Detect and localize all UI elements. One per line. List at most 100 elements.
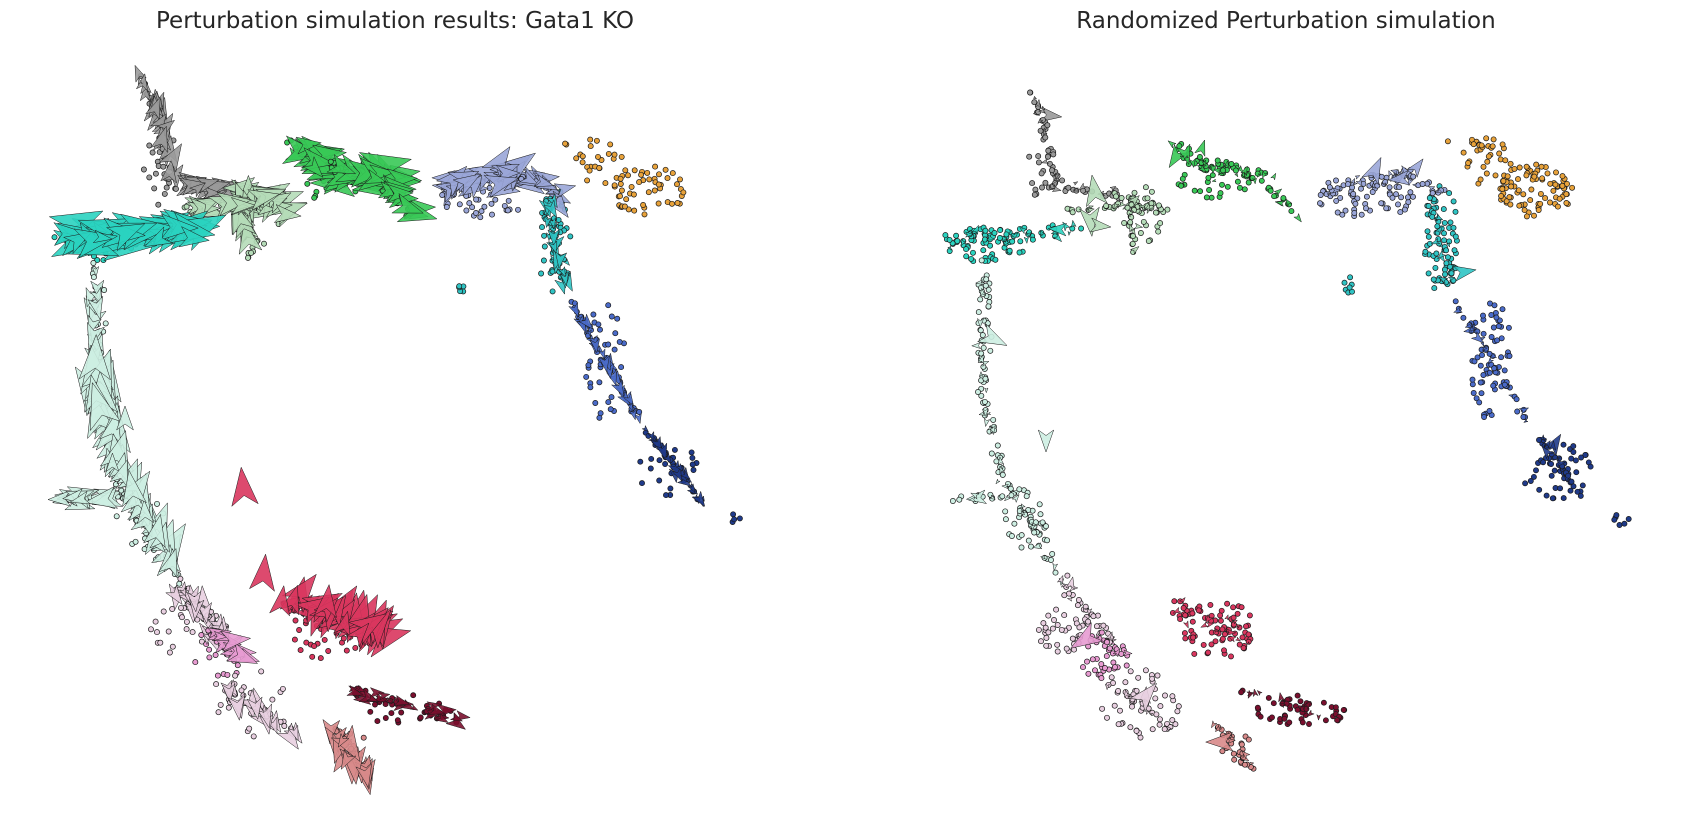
cell-point (1570, 449, 1577, 455)
cell-point (1317, 200, 1323, 207)
cell-point (595, 321, 602, 328)
cell-point (1490, 382, 1497, 389)
vector-arrow (1021, 509, 1028, 513)
cell-point (1477, 362, 1484, 369)
cell-point (1543, 492, 1550, 499)
cell-point (1238, 741, 1245, 748)
cell-point (1442, 271, 1448, 278)
cell-point (640, 202, 647, 208)
cell-point (1200, 641, 1207, 648)
vector-arrow (1112, 648, 1121, 658)
vector-arrow (617, 390, 631, 407)
cell-point (94, 257, 101, 264)
vector-arrow (1039, 555, 1047, 560)
cell-point (1396, 184, 1403, 191)
cell-point (1098, 661, 1105, 668)
vector-arrow (1541, 445, 1555, 460)
cell-point (1048, 557, 1054, 563)
vector-arrow (1518, 407, 1530, 415)
cell-point (1531, 173, 1538, 180)
cell-point (1523, 163, 1530, 170)
vector-arrow (1487, 356, 1495, 365)
vector-arrow (365, 693, 379, 703)
cell-point (1363, 205, 1369, 212)
cell-point (192, 659, 199, 666)
cell-point (1241, 761, 1248, 768)
vector-arrow (1240, 165, 1248, 177)
cell-point (1491, 365, 1498, 372)
vector-arrow (1109, 185, 1117, 192)
cell-point (1544, 170, 1551, 177)
cell-point (1180, 605, 1187, 611)
cell-point (1386, 184, 1393, 191)
vector-arrow (1427, 186, 1436, 192)
cell-point (1337, 194, 1344, 201)
cell-point (178, 604, 184, 611)
cell-point (1471, 358, 1478, 365)
vector-arrow (1226, 628, 1237, 636)
cell-point (1098, 629, 1105, 636)
cell-point (1523, 213, 1530, 220)
cell-point (189, 629, 196, 636)
cell-point (1578, 454, 1585, 461)
vector-arrow (586, 329, 592, 338)
cell-point (1351, 210, 1358, 216)
cell-point (1069, 635, 1076, 642)
cell-point (1326, 184, 1333, 191)
cell-point (1234, 178, 1241, 185)
vector-arrow (1438, 276, 1449, 285)
vector-arrow (628, 408, 637, 421)
cell-point (541, 243, 548, 250)
cell-point (1236, 641, 1243, 648)
vector-arrow (544, 215, 553, 229)
cell-point (1535, 207, 1542, 213)
cell-point (157, 639, 164, 646)
vector-arrow (186, 590, 202, 613)
vector-arrow (144, 226, 173, 247)
cell-point (1036, 501, 1043, 508)
cell-point (1190, 634, 1197, 641)
cell-point (1058, 626, 1065, 633)
cell-point (1320, 699, 1327, 706)
cell-point (1503, 198, 1510, 205)
vector-arrow (1556, 460, 1567, 468)
cell-point (1486, 369, 1493, 376)
cell-point (1045, 147, 1052, 154)
cell-point (1625, 516, 1632, 522)
cell-point (140, 166, 147, 173)
cell-point (983, 276, 990, 283)
vector-arrow (348, 160, 390, 188)
cell-point (655, 200, 662, 207)
vector-arrow (960, 238, 967, 247)
cell-point (617, 175, 624, 182)
cell-point (1246, 612, 1253, 619)
cell-point (279, 685, 286, 692)
vector-arrow (1445, 241, 1451, 248)
cell-point (1443, 260, 1450, 267)
vector-arrow (1039, 230, 1046, 238)
cell-point (1103, 202, 1110, 209)
vector-arrow (1279, 702, 1287, 709)
cell-point (1220, 167, 1226, 174)
vector-arrow (1249, 761, 1255, 766)
vector-arrow (626, 402, 633, 412)
vector-arrow (1095, 632, 1100, 640)
cell-point (1104, 714, 1110, 721)
cell-point (1520, 191, 1527, 198)
cell-point (1297, 698, 1304, 705)
vector-arrow (1411, 183, 1418, 188)
cell-point (443, 204, 450, 210)
vector-arrow (1047, 222, 1068, 237)
cell-point (1533, 161, 1540, 168)
cell-point (1035, 153, 1042, 160)
cell-point (1046, 160, 1053, 167)
cell-point (146, 142, 153, 149)
vector-arrow (1488, 351, 1498, 359)
vector-arrow (1031, 542, 1043, 550)
cell-point (1611, 516, 1618, 523)
vector-arrow (1039, 105, 1046, 111)
vector-arrow (1468, 325, 1477, 332)
cell-point (669, 170, 676, 177)
cell-point (1254, 704, 1261, 711)
cell-point (1317, 192, 1324, 198)
